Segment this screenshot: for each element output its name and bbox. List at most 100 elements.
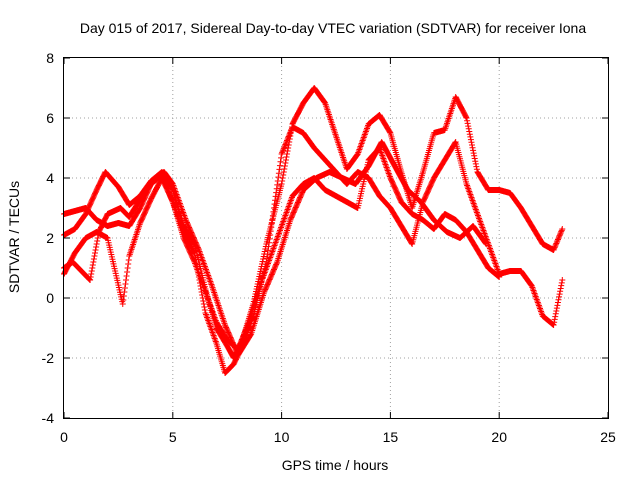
data-point	[270, 208, 277, 215]
data-point	[287, 128, 294, 135]
data-point	[280, 146, 287, 153]
data-point	[468, 139, 475, 146]
data-point	[551, 245, 558, 252]
data-point	[472, 160, 479, 167]
data-point	[239, 333, 246, 340]
data-point	[550, 247, 557, 253]
data-point	[201, 307, 208, 313]
data-point	[278, 151, 285, 157]
plot-frame	[63, 57, 609, 419]
y-tick-label: 0	[46, 290, 54, 306]
data-point	[276, 162, 283, 169]
data-point	[125, 261, 132, 267]
data-point	[243, 325, 250, 332]
data-point	[469, 142, 475, 148]
data-point	[268, 224, 275, 231]
series-2	[61, 124, 566, 376]
data-point	[245, 320, 252, 327]
data-point	[124, 265, 131, 271]
data-point	[465, 123, 472, 130]
data-point	[125, 257, 132, 263]
data-point	[555, 235, 562, 242]
data-point	[273, 185, 280, 192]
data-point	[265, 243, 272, 250]
data-point	[280, 169, 287, 175]
data-point	[473, 166, 480, 173]
data-point	[270, 205, 277, 211]
data-point	[286, 130, 293, 137]
data-point	[283, 138, 290, 145]
data-point	[87, 277, 94, 283]
data-point	[271, 201, 278, 208]
data-point	[266, 235, 273, 242]
data-point	[279, 148, 286, 155]
data-point	[556, 232, 563, 239]
y-tick-label: 2	[46, 230, 54, 246]
data-point	[386, 129, 393, 136]
data-point	[558, 282, 565, 289]
data-point	[266, 239, 273, 246]
data-point	[281, 142, 288, 149]
data-point	[92, 247, 99, 253]
data-point	[120, 293, 127, 299]
data-point	[267, 228, 274, 235]
x-tick-label: 20	[491, 429, 507, 445]
data-point	[284, 137, 291, 144]
y-tick-label: -2	[42, 350, 55, 366]
data-point	[92, 250, 99, 256]
data-point	[551, 316, 558, 323]
data-point	[282, 140, 289, 147]
data-point	[89, 265, 96, 271]
data-point	[242, 328, 249, 335]
data-point	[282, 157, 289, 163]
y-tick-label: 6	[46, 110, 54, 126]
data-point	[274, 181, 281, 188]
data-point	[470, 150, 477, 157]
series-1	[61, 85, 566, 361]
data-point	[238, 337, 245, 344]
data-point	[284, 151, 291, 157]
y-axis-label: SDTVAR / TECUs	[6, 181, 22, 293]
data-point	[463, 113, 470, 120]
data-point	[280, 145, 287, 152]
data-point	[267, 232, 274, 238]
data-point	[469, 144, 476, 151]
data-point	[466, 128, 473, 135]
data-point	[123, 273, 130, 279]
data-point	[240, 332, 247, 339]
data-point	[121, 289, 128, 295]
data-point	[482, 240, 489, 247]
data-point	[550, 322, 557, 328]
data-point	[282, 160, 289, 166]
data-point	[274, 178, 281, 184]
data-point	[496, 274, 503, 280]
data-point	[275, 174, 282, 181]
data-point	[465, 125, 472, 132]
data-point	[452, 139, 459, 146]
data-point	[89, 262, 96, 268]
marks-layer	[61, 85, 566, 376]
data-point	[554, 299, 561, 306]
data-point	[553, 305, 560, 312]
data-point	[200, 298, 207, 304]
data-point	[555, 296, 562, 303]
x-axis-label: GPS time / hours	[282, 457, 389, 473]
data-point	[273, 189, 280, 196]
data-point	[244, 321, 251, 328]
data-point	[277, 158, 284, 165]
data-point	[200, 301, 207, 307]
x-tick-label: 25	[600, 429, 616, 445]
y-tick-label: 4	[46, 170, 54, 186]
chart-title: Day 015 of 2017, Sidereal Day-to-day VTE…	[80, 20, 587, 36]
data-point	[552, 313, 559, 320]
data-point	[558, 228, 565, 235]
data-point	[276, 166, 283, 173]
x-tick-label: 15	[383, 429, 399, 445]
data-point	[559, 226, 566, 232]
data-point	[551, 244, 558, 251]
data-point	[470, 147, 477, 154]
grid-layer	[64, 58, 608, 418]
data-point	[169, 197, 176, 204]
data-point	[283, 154, 290, 160]
